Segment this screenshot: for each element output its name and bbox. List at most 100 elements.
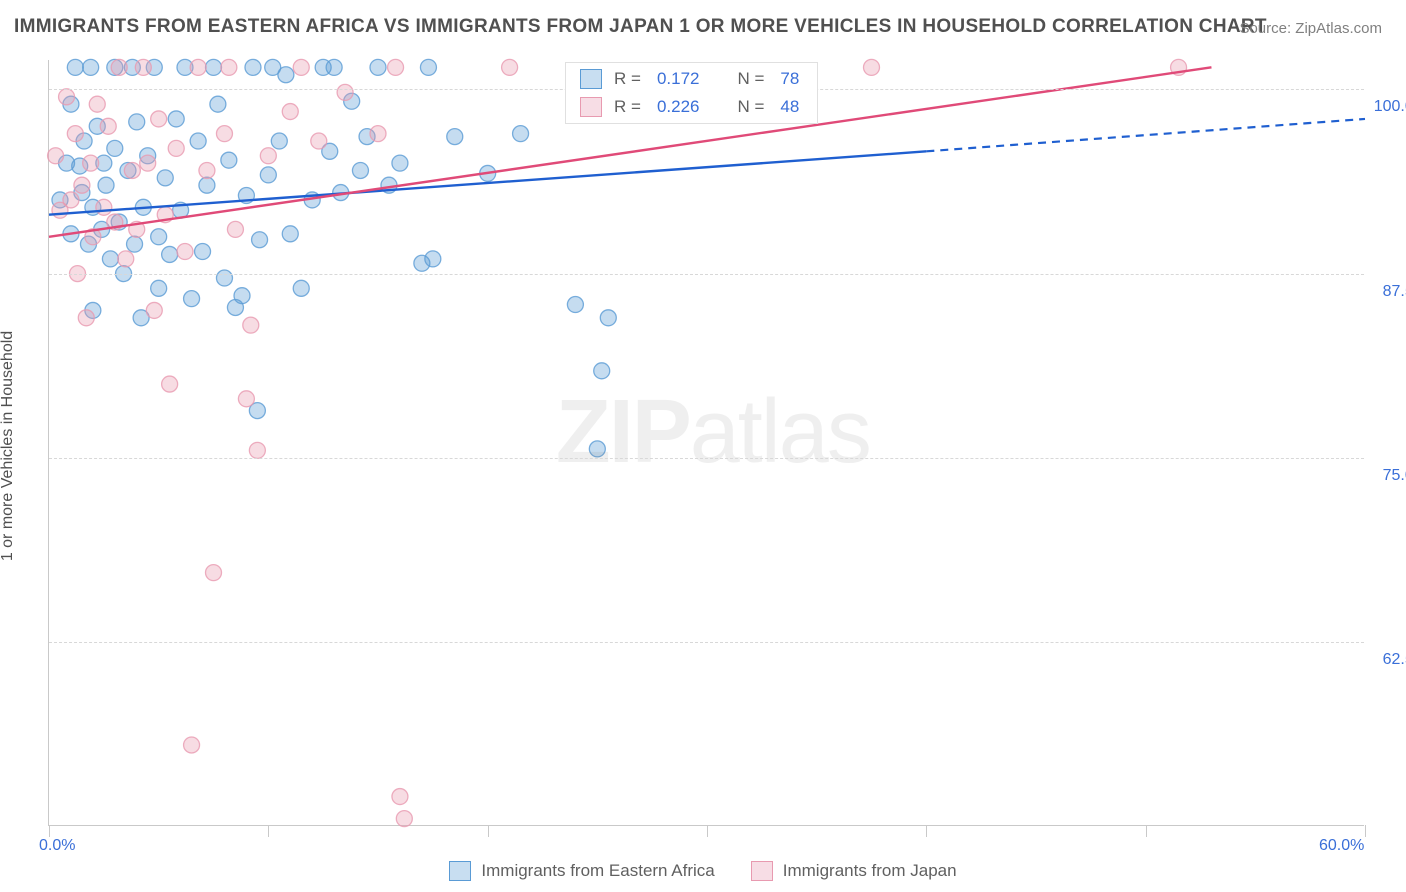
data-point [127, 236, 143, 252]
trend-line [49, 151, 926, 214]
legend-swatch [449, 861, 471, 881]
y-axis-title: 1 or more Vehicles in Household [0, 331, 17, 561]
chart-title: IMMIGRANTS FROM EASTERN AFRICA VS IMMIGR… [14, 16, 1267, 38]
x-tick-label: 0.0% [39, 837, 75, 855]
data-point [567, 297, 583, 313]
data-point [311, 133, 327, 149]
data-point [140, 155, 156, 171]
data-point [337, 84, 353, 100]
data-point [124, 162, 140, 178]
gridline [49, 642, 1364, 643]
data-point [425, 251, 441, 267]
n-value: 78 [780, 69, 799, 89]
data-point [48, 148, 64, 164]
data-point [326, 59, 342, 75]
data-point [195, 244, 211, 260]
legend-series-label: Immigrants from Japan [783, 861, 957, 881]
data-point [157, 170, 173, 186]
x-tick [926, 825, 927, 837]
data-point [107, 140, 123, 156]
data-point [206, 59, 222, 75]
legend-stats: R =0.172N =78R =0.226N =48 [565, 62, 818, 124]
gridline [49, 458, 1364, 459]
data-point [388, 59, 404, 75]
x-tick [707, 825, 708, 837]
legend-swatch [751, 861, 773, 881]
data-point [238, 391, 254, 407]
y-tick-label: 75.0% [1383, 467, 1406, 485]
n-value: 48 [780, 97, 799, 117]
data-point [282, 226, 298, 242]
data-point [102, 251, 118, 267]
scatter-svg [49, 60, 1364, 825]
legend-series: Immigrants from Eastern Africa Immigrants… [0, 861, 1406, 886]
data-point [227, 221, 243, 237]
data-point [260, 148, 276, 164]
data-point [243, 317, 259, 333]
data-point [234, 288, 250, 304]
data-point [594, 363, 610, 379]
legend-series-item: Immigrants from Eastern Africa [449, 861, 714, 881]
data-point [420, 59, 436, 75]
legend-stats-row: R =0.172N =78 [566, 65, 817, 93]
data-point [146, 302, 162, 318]
data-point [221, 152, 237, 168]
x-tick [1365, 825, 1366, 837]
legend-stats-row: R =0.226N =48 [566, 93, 817, 121]
legend-swatch [580, 69, 602, 89]
data-point [78, 310, 94, 326]
data-point [67, 126, 83, 142]
legend-series-label: Immigrants from Eastern Africa [481, 861, 714, 881]
data-point [190, 59, 206, 75]
legend-series-item: Immigrants from Japan [751, 861, 957, 881]
data-point [168, 140, 184, 156]
data-point [63, 192, 79, 208]
data-point [177, 244, 193, 260]
data-point [282, 104, 298, 120]
n-label: N = [737, 69, 764, 89]
data-point [245, 59, 261, 75]
x-tick [268, 825, 269, 837]
plot-area: ZIPatlas 62.5%75.0%87.5%100.0%0.0%60.0% [48, 60, 1364, 826]
data-point [392, 155, 408, 171]
r-value: 0.172 [657, 69, 700, 89]
data-point [118, 251, 134, 267]
y-tick-label: 87.5% [1383, 283, 1406, 301]
data-point [151, 229, 167, 245]
data-point [260, 167, 276, 183]
data-point [83, 155, 99, 171]
data-point [392, 789, 408, 805]
data-point [184, 737, 200, 753]
data-point [129, 114, 145, 130]
data-point [83, 59, 99, 75]
source-label: Source: ZipAtlas.com [1239, 20, 1382, 37]
data-point [513, 126, 529, 142]
data-point [100, 118, 116, 134]
data-point [352, 162, 368, 178]
data-point [216, 126, 232, 142]
data-point [864, 59, 880, 75]
data-point [221, 59, 237, 75]
data-point [589, 441, 605, 457]
data-point [162, 246, 178, 262]
data-point [199, 162, 215, 178]
data-point [151, 111, 167, 127]
data-point [96, 199, 112, 215]
r-value: 0.226 [657, 97, 700, 117]
data-point [370, 59, 386, 75]
data-point [252, 232, 268, 248]
data-point [293, 280, 309, 296]
x-tick [1146, 825, 1147, 837]
x-tick-label: 60.0% [1319, 837, 1364, 855]
x-tick [488, 825, 489, 837]
data-point [293, 59, 309, 75]
data-point [447, 129, 463, 145]
data-point [396, 811, 412, 827]
trend-line-extrapolated [926, 119, 1365, 151]
data-point [199, 177, 215, 193]
data-point [135, 59, 151, 75]
data-point [249, 442, 265, 458]
data-point [111, 59, 127, 75]
data-point [74, 177, 90, 193]
data-point [600, 310, 616, 326]
